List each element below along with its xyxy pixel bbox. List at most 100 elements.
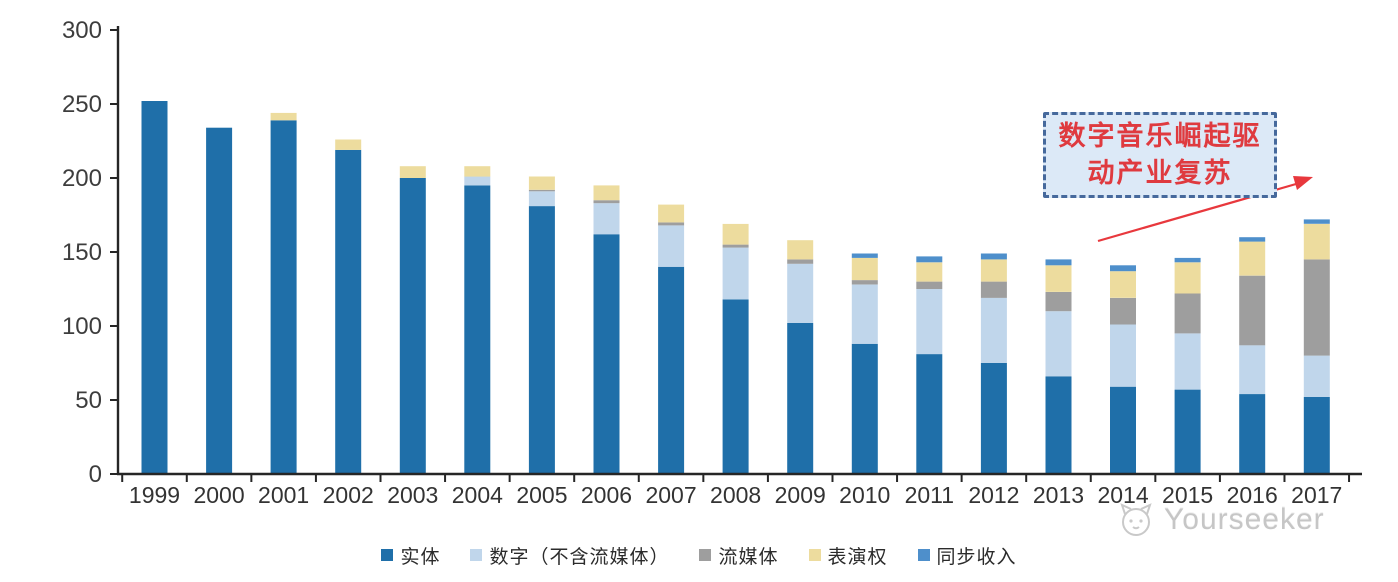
bar-segment-2005-表演权 [528,176,555,190]
x-axis-label-2004: 2004 [452,482,503,508]
x-axis-label-2012: 2012 [968,482,1019,508]
bar-segment-2006-实体 [593,234,620,474]
y-axis-label-0: 0 [89,461,102,488]
bar-segment-2011-表演权 [916,262,943,282]
bar-segment-2000-实体 [206,127,233,474]
chart-legend: 实体 数字（不含流媒体） 流媒体 表演权 同步收入 [0,541,1398,569]
bar-segment-2012-数字（不含流媒体） [980,297,1007,363]
legend-swatch-icon [470,549,483,561]
x-axis-label-2016: 2016 [1227,482,1278,508]
legend-item-4: 同步收入 [917,542,1017,569]
bar-segment-2017-流媒体 [1303,259,1330,356]
bar-segment-2009-实体 [787,323,814,474]
bar-segment-2014-表演权 [1110,271,1136,298]
bar-segment-2015-同步收入 [1174,257,1201,263]
bar-segment-2010-流媒体 [851,280,878,285]
bar-segment-2005-实体 [528,206,555,474]
bar-segment-2006-数字（不含流媒体） [593,203,620,235]
legend-swatch-icon [381,549,394,561]
bar-segment-2008-流媒体 [722,244,749,248]
legend-item-1: 数字（不含流媒体） [470,542,669,569]
bar-segment-2002-表演权 [335,139,362,150]
bar-segment-2005-流媒体 [528,189,555,192]
y-axis-label-300: 300 [62,17,102,44]
annotation-callout: 数字音乐崛起驱 动产业复苏 [1043,112,1277,198]
bar-segment-2009-流媒体 [787,259,814,264]
legend-item-3: 表演权 [808,542,888,569]
bar-segment-2005-数字（不含流媒体） [528,191,555,207]
bar-segment-2014-流媒体 [1110,297,1136,325]
bar-segment-2016-同步收入 [1239,237,1266,242]
legend-label: 流媒体 [718,546,779,568]
bar-segment-2010-同步收入 [851,253,878,258]
x-axis-label-2002: 2002 [323,482,374,508]
legend-item-0: 实体 [381,542,440,569]
annotation-line2: 动产业复苏 [1087,158,1233,188]
bar-segment-2013-同步收入 [1045,259,1072,266]
bar-segment-2006-流媒体 [593,200,620,204]
bar-segment-2016-数字（不含流媒体） [1239,345,1266,394]
bar-segment-2015-数字（不含流媒体） [1174,333,1201,390]
bar-segment-2002-实体 [335,149,362,474]
y-axis-label-200: 200 [62,165,102,192]
y-axis-label-250: 250 [62,91,102,118]
legend-label: 实体 [400,546,441,568]
x-axis-label-2010: 2010 [839,482,890,508]
bar-segment-2017-表演权 [1303,223,1330,260]
bar-segment-2004-实体 [464,185,491,474]
bar-segment-2010-数字（不含流媒体） [851,284,878,344]
legend-swatch-icon [808,549,821,561]
bar-segment-1999-实体 [141,101,168,474]
x-axis-label-2003: 2003 [387,482,438,508]
bar-segment-2008-实体 [722,299,749,474]
bar-segment-2010-实体 [851,343,878,474]
x-axis-label-1999: 1999 [129,482,180,508]
bar-segment-2011-流媒体 [916,281,943,289]
legend-item-2: 流媒体 [699,542,778,569]
bar-segment-2013-流媒体 [1045,292,1072,312]
bar-segment-2004-数字（不含流媒体） [464,176,491,186]
bar-segment-2007-表演权 [658,204,685,223]
bar-segment-2012-表演权 [980,259,1007,282]
annotation-line1: 数字音乐崛起驱 [1058,121,1262,151]
x-axis-label-2001: 2001 [258,482,309,508]
bar-segment-2017-同步收入 [1303,219,1330,224]
bar-segment-2017-实体 [1303,397,1330,474]
x-axis-label-2007: 2007 [645,482,696,508]
bar-segment-2016-表演权 [1239,241,1266,276]
x-axis-label-2000: 2000 [193,482,244,508]
bar-segment-2013-数字（不含流媒体） [1045,311,1072,377]
bar-segment-2008-数字（不含流媒体） [722,247,749,300]
legend-label: 同步收入 [936,546,1017,568]
bar-segment-2012-实体 [980,363,1007,474]
x-axis-label-2015: 2015 [1162,482,1213,508]
bar-segment-2014-实体 [1110,386,1136,474]
watermark: Yourseeker [1112,500,1325,540]
bar-segment-2016-流媒体 [1239,275,1266,346]
x-axis-label-2014: 2014 [1097,482,1148,508]
bar-segment-2009-表演权 [787,240,814,260]
bar-segment-2011-数字（不含流媒体） [916,289,943,355]
y-axis-label-150: 150 [62,239,102,266]
bar-segment-2015-流媒体 [1174,293,1201,334]
bar-segment-2016-实体 [1239,394,1266,474]
bar-segment-2014-数字（不含流媒体） [1110,324,1136,387]
bar-segment-2004-表演权 [464,166,491,177]
bar-segment-2007-实体 [658,266,685,474]
watermark-text: Yourseeker [1164,503,1325,536]
bar-segment-2006-表演权 [593,185,620,201]
bar-segment-2010-表演权 [851,257,878,281]
legend-swatch-icon [917,549,930,561]
bar-segment-2013-表演权 [1045,265,1072,292]
bar-segment-2003-表演权 [399,166,426,178]
legend-swatch-icon [699,549,712,561]
x-axis-label-2017: 2017 [1291,482,1342,508]
y-axis-label-100: 100 [62,313,102,340]
bar-segment-2012-同步收入 [980,253,1007,260]
x-axis-label-2008: 2008 [710,482,761,508]
legend-label: 表演权 [827,546,888,568]
bar-segment-2012-流媒体 [980,281,1007,298]
bar-segment-2001-表演权 [270,112,297,121]
x-axis-label-2009: 2009 [775,482,826,508]
